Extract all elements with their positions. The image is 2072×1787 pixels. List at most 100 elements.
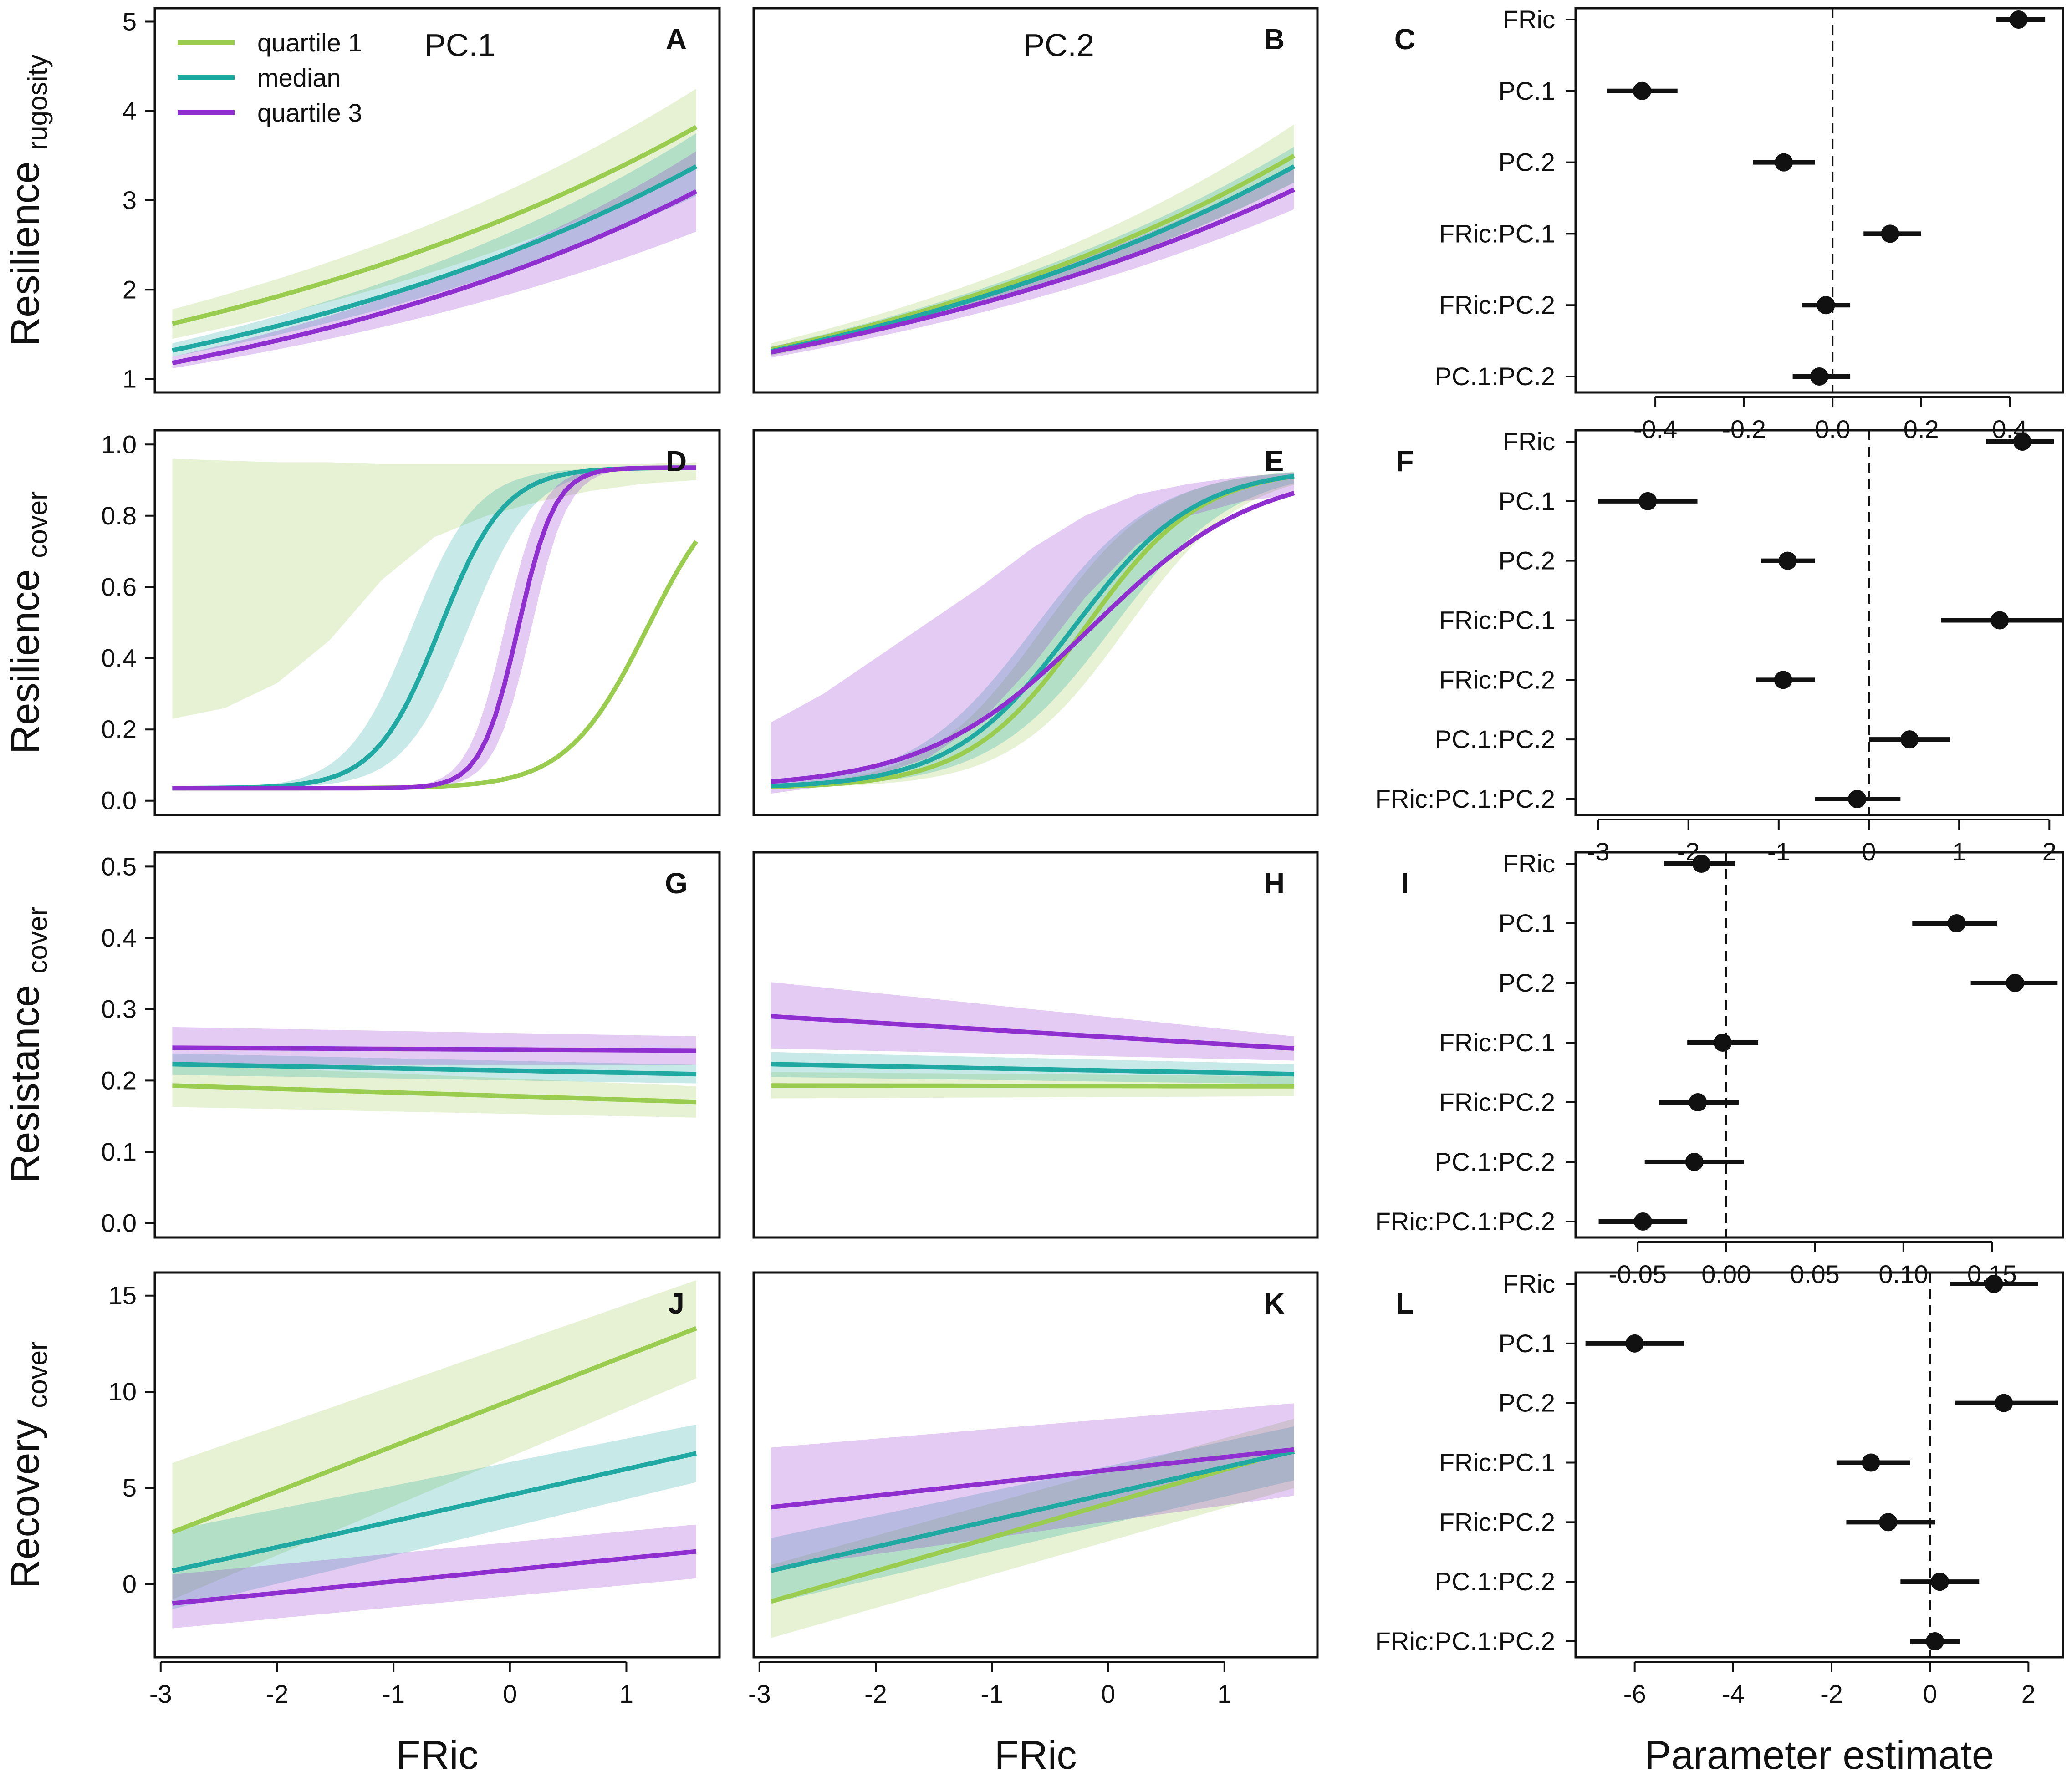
legend-label-q3: quartile 3 [257, 98, 362, 127]
legend-label-median: median [257, 63, 341, 92]
term-label: FRic:PC.2 [1439, 290, 1555, 319]
ci-band-median [172, 468, 696, 789]
series-line-q1 [171, 1326, 697, 1535]
y-axis-title: Resistance cover [2, 907, 53, 1183]
y-tick-label: 0.5 [101, 852, 137, 881]
x-tick-label: -3 [748, 1680, 771, 1708]
y-tick-label: 0.6 [101, 572, 137, 601]
panel-letter: E [1265, 445, 1284, 478]
panel-title: PC.1 [424, 27, 495, 63]
ci-band-q1 [172, 1064, 696, 1118]
estimate-point [2006, 974, 2024, 992]
panel-letter: A [666, 23, 687, 56]
x-tick-label: -2 [266, 1680, 289, 1708]
series-line-median [771, 1062, 1294, 1077]
term-label: FRic:PC.1:PC.2 [1375, 1627, 1555, 1655]
y-axis-title-sub: rugosity [22, 55, 53, 150]
ci-band-median [771, 1426, 1294, 1604]
ci-band-q1 [172, 458, 696, 719]
estimate-point [1685, 1153, 1704, 1171]
x-tick-label: 0 [1101, 1680, 1115, 1708]
term-label: FRic [1503, 1269, 1555, 1298]
estimate-point [1930, 1573, 1949, 1591]
estimate-point [1848, 790, 1867, 808]
term-label: PC.2 [1499, 1389, 1556, 1417]
y-axis-title: Resilience rugosity [2, 55, 53, 346]
y-tick-label: 0.1 [101, 1137, 137, 1166]
estimate-point [1985, 1275, 2003, 1293]
x-tick-label: 0 [1923, 1680, 1937, 1708]
term-label: PC.2 [1499, 148, 1556, 177]
panel-frame [1574, 7, 2064, 394]
y-axis-title: Resilience cover [2, 491, 53, 754]
estimate-point [1990, 611, 2009, 630]
legend: quartile 1 median quartile 3 [178, 28, 362, 127]
series-line-q3 [771, 1447, 1295, 1510]
ci-band-median [771, 472, 1294, 787]
ci-band-q3 [771, 473, 1294, 794]
ci-band-q1 [771, 124, 1294, 356]
x-tick-label: -1 [382, 1680, 405, 1708]
y-axis-title-main: Resilience [2, 150, 47, 346]
estimate-point [1995, 1394, 2013, 1412]
y-tick-label: 5 [122, 7, 137, 36]
term-label: PC.2 [1499, 968, 1556, 997]
panel-letter: K [1264, 1287, 1285, 1320]
y-tick-label: 0.4 [101, 644, 137, 672]
y-tick-label: 10 [108, 1377, 137, 1406]
estimate-point [1778, 551, 1797, 570]
term-label: FRic:PC.1 [1439, 1028, 1555, 1057]
term-label: PC.1 [1499, 909, 1556, 937]
series-line-median [771, 164, 1296, 354]
estimate-point [1879, 1513, 1898, 1532]
series-line-q3 [771, 1014, 1295, 1051]
x-tick-label: 1 [1217, 1680, 1231, 1708]
panel-title: PC.2 [1023, 27, 1094, 63]
y-axis-title-sub: cover [22, 1341, 53, 1408]
panel-letter: L [1396, 1287, 1414, 1320]
panel-H: H [752, 851, 1319, 1239]
series-line-q1 [771, 153, 1296, 352]
ci-band-median [172, 1424, 696, 1609]
ci-band-q1 [771, 1419, 1294, 1638]
panel-frame [1574, 851, 2064, 1239]
panel-F: F FRic PC.1 PC.2 FRic:PC.1 FRic:PC.2 PC.1:PC.2… [1375, 427, 2064, 866]
x-tick-label: -4 [1722, 1680, 1745, 1708]
estimate-point [1817, 296, 1835, 315]
x-tick-label: -3 [149, 1680, 172, 1708]
y-axis-title-main: Resilience [2, 558, 47, 754]
panel-letter: C [1394, 23, 1415, 56]
y-axis-title-main: Resistance [2, 973, 47, 1183]
y-tick-label: 4 [122, 97, 137, 125]
series-line-q3 [771, 491, 1295, 784]
term-label: PC.2 [1499, 546, 1556, 575]
series-line-median [172, 1451, 697, 1573]
series-line-q3 [172, 189, 698, 366]
estimate-point [1810, 367, 1828, 386]
y-tick-label: 2 [122, 275, 137, 304]
y-tick-label: 0.0 [101, 786, 137, 815]
y-tick-label: 1.0 [101, 430, 137, 458]
y-tick-label: 3 [122, 186, 137, 214]
term-label: PC.1 [1499, 76, 1556, 105]
series-line-q3 [172, 1549, 697, 1606]
term-label: FRic:PC.2 [1439, 1088, 1555, 1116]
term-label: PC.1:PC.2 [1434, 362, 1555, 391]
panel-E: E [752, 429, 1319, 816]
term-label: PC.1 [1499, 1329, 1556, 1358]
x-tick-label: -1 [980, 1680, 1003, 1708]
estimate-point [1947, 914, 1966, 932]
term-label: FRic [1503, 849, 1555, 878]
y-tick-label: 0.2 [101, 715, 137, 743]
y-axis-title-row-3: Resistance cover [2, 907, 53, 1183]
panel-G: G [153, 851, 721, 1239]
panel-frame [153, 7, 721, 394]
estimate-point [1692, 855, 1711, 873]
term-label: PC.1:PC.2 [1434, 1147, 1555, 1176]
y-tick-label: 0.4 [101, 923, 137, 952]
y-axis-title-row-1: Resilience rugosity [2, 55, 53, 346]
ci-band-q3 [771, 1403, 1294, 1569]
term-label: PC.1:PC.2 [1434, 725, 1555, 753]
ci-band-q3 [172, 1027, 696, 1065]
panel-D: D [153, 429, 721, 816]
